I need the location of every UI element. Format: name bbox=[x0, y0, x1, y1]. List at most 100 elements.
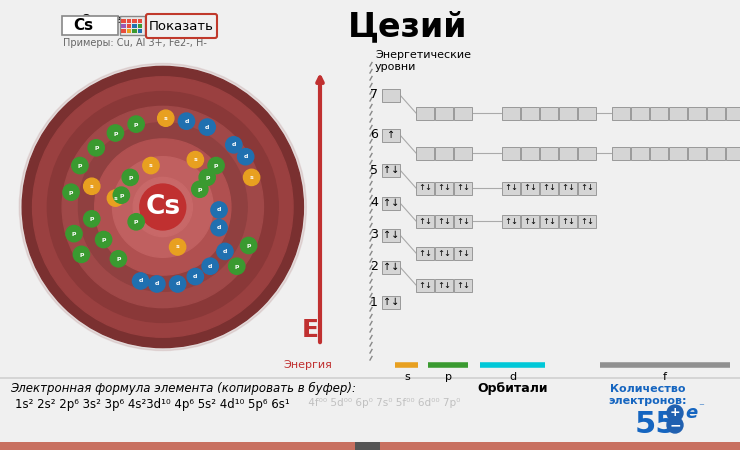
FancyBboxPatch shape bbox=[650, 147, 668, 159]
FancyBboxPatch shape bbox=[454, 215, 472, 228]
Text: p: p bbox=[101, 237, 106, 242]
Text: 1: 1 bbox=[370, 296, 378, 309]
Circle shape bbox=[95, 139, 231, 275]
Circle shape bbox=[25, 69, 300, 345]
Text: Электронная формула элемента (копировать в буфер):: Электронная формула элемента (копировать… bbox=[10, 382, 356, 395]
Bar bbox=[121, 24, 126, 28]
Text: ↑: ↑ bbox=[387, 130, 395, 140]
Text: p: p bbox=[198, 187, 202, 192]
FancyBboxPatch shape bbox=[578, 215, 596, 228]
Text: ↑↓: ↑↓ bbox=[580, 216, 594, 225]
Circle shape bbox=[192, 181, 208, 198]
Circle shape bbox=[149, 276, 165, 292]
Circle shape bbox=[88, 140, 104, 156]
FancyBboxPatch shape bbox=[416, 181, 434, 194]
Text: d: d bbox=[243, 154, 248, 159]
FancyBboxPatch shape bbox=[540, 181, 558, 194]
Text: s: s bbox=[90, 184, 94, 189]
Circle shape bbox=[78, 123, 247, 291]
Circle shape bbox=[208, 158, 224, 174]
Text: 2: 2 bbox=[370, 261, 378, 274]
Bar bbox=[132, 29, 136, 33]
Text: ↑↓: ↑↓ bbox=[456, 216, 470, 225]
Text: Cs: Cs bbox=[73, 18, 93, 32]
FancyBboxPatch shape bbox=[454, 107, 472, 120]
Circle shape bbox=[107, 190, 124, 206]
FancyBboxPatch shape bbox=[454, 181, 472, 194]
Text: ↑↓: ↑↓ bbox=[437, 280, 451, 289]
Text: d: d bbox=[155, 281, 159, 287]
FancyBboxPatch shape bbox=[435, 107, 453, 120]
FancyBboxPatch shape bbox=[61, 15, 118, 35]
FancyBboxPatch shape bbox=[416, 107, 434, 120]
Text: ↑↓: ↑↓ bbox=[383, 165, 399, 175]
Text: p: p bbox=[246, 243, 251, 248]
Text: ↑↓: ↑↓ bbox=[561, 184, 575, 193]
Text: 6: 6 bbox=[370, 129, 378, 141]
FancyBboxPatch shape bbox=[521, 107, 539, 120]
Circle shape bbox=[133, 177, 192, 237]
Circle shape bbox=[128, 116, 144, 132]
Text: Энергия: Энергия bbox=[283, 360, 332, 370]
Text: ↑↓: ↑↓ bbox=[383, 262, 399, 272]
Text: Энергетические
уровни: Энергетические уровни bbox=[375, 50, 471, 72]
Text: ↑↓: ↑↓ bbox=[437, 248, 451, 257]
Circle shape bbox=[187, 152, 204, 168]
Text: s: s bbox=[149, 163, 153, 168]
Text: d: d bbox=[217, 225, 221, 230]
Text: ↑↓: ↑↓ bbox=[418, 184, 432, 193]
FancyBboxPatch shape bbox=[435, 181, 453, 194]
Circle shape bbox=[211, 220, 227, 236]
FancyBboxPatch shape bbox=[726, 147, 740, 159]
Circle shape bbox=[199, 169, 215, 185]
Circle shape bbox=[107, 125, 124, 141]
Circle shape bbox=[95, 231, 112, 248]
Text: p: p bbox=[79, 252, 84, 257]
Circle shape bbox=[243, 169, 260, 185]
FancyBboxPatch shape bbox=[382, 296, 400, 309]
Circle shape bbox=[140, 184, 186, 230]
Circle shape bbox=[110, 251, 127, 267]
Text: 7: 7 bbox=[370, 89, 378, 102]
Text: d: d bbox=[223, 249, 227, 254]
Bar bbox=[127, 24, 131, 28]
Text: ↑↓: ↑↓ bbox=[542, 184, 556, 193]
FancyBboxPatch shape bbox=[578, 181, 596, 194]
FancyBboxPatch shape bbox=[707, 147, 725, 159]
FancyBboxPatch shape bbox=[435, 147, 453, 159]
FancyBboxPatch shape bbox=[502, 107, 520, 120]
FancyBboxPatch shape bbox=[631, 147, 649, 159]
FancyBboxPatch shape bbox=[521, 215, 539, 228]
Bar bbox=[138, 24, 142, 28]
Text: ↑↓: ↑↓ bbox=[456, 280, 470, 289]
Text: p: p bbox=[69, 190, 73, 195]
Text: ↑↓: ↑↓ bbox=[542, 216, 556, 225]
Text: 3: 3 bbox=[370, 229, 378, 242]
FancyBboxPatch shape bbox=[669, 147, 687, 159]
Bar bbox=[121, 29, 126, 33]
FancyBboxPatch shape bbox=[559, 147, 577, 159]
FancyBboxPatch shape bbox=[382, 197, 400, 210]
Text: ↑↓: ↑↓ bbox=[437, 184, 451, 193]
Text: ↑↓: ↑↓ bbox=[383, 297, 399, 307]
Text: p: p bbox=[90, 216, 94, 221]
FancyBboxPatch shape bbox=[382, 229, 400, 242]
Text: Количество
электронов:: Количество электронов: bbox=[609, 384, 687, 405]
FancyBboxPatch shape bbox=[454, 147, 472, 159]
Text: p: p bbox=[128, 175, 132, 180]
Text: +: + bbox=[670, 406, 680, 419]
Circle shape bbox=[63, 184, 79, 200]
FancyBboxPatch shape bbox=[688, 147, 706, 159]
FancyBboxPatch shape bbox=[146, 14, 217, 38]
Text: ↑↓: ↑↓ bbox=[561, 216, 575, 225]
FancyBboxPatch shape bbox=[435, 247, 453, 260]
FancyBboxPatch shape bbox=[540, 147, 558, 159]
Circle shape bbox=[202, 258, 218, 274]
Text: E: E bbox=[301, 318, 318, 342]
Text: d: d bbox=[208, 264, 212, 269]
FancyBboxPatch shape bbox=[435, 215, 453, 228]
Text: p: p bbox=[113, 130, 118, 135]
Circle shape bbox=[84, 211, 100, 227]
Circle shape bbox=[211, 202, 227, 218]
FancyBboxPatch shape bbox=[612, 147, 630, 159]
